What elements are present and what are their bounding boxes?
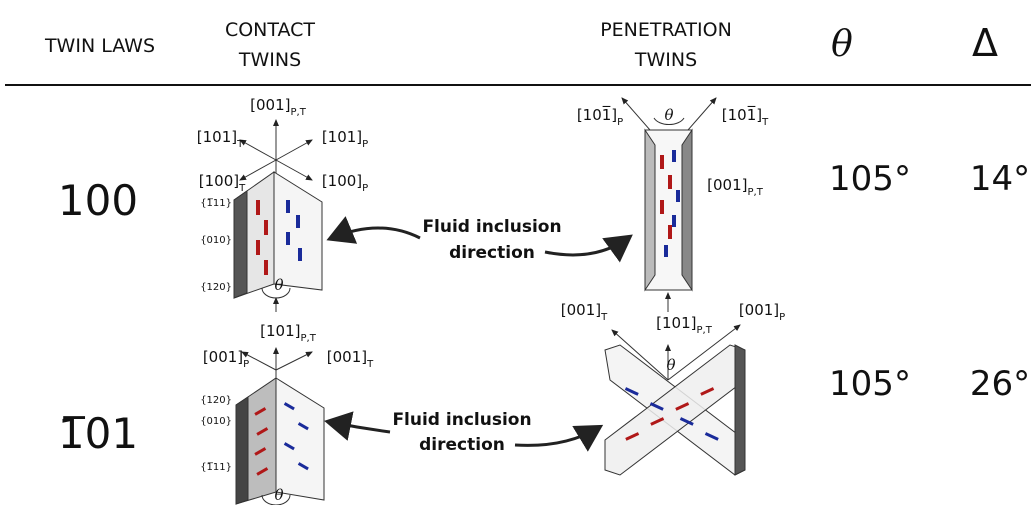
penetration-crystal bbox=[622, 98, 716, 312]
delta-value: 26° bbox=[970, 364, 1030, 404]
axis-label: [001]P bbox=[203, 348, 249, 370]
face-label: {120} bbox=[200, 282, 232, 293]
twin-law: 1̅01 bbox=[58, 409, 138, 458]
axis-label-main: [001] bbox=[250, 96, 290, 114]
axis-label: [001]P,T bbox=[250, 96, 307, 118]
angle-label: θ bbox=[666, 356, 675, 374]
axis-label-main: [001] bbox=[707, 176, 747, 194]
axis-label: [100]T bbox=[199, 172, 246, 194]
axis-label: [101]P bbox=[322, 128, 368, 150]
fluid-label: Fluid inclusion bbox=[422, 217, 561, 237]
axis-label: [001]T bbox=[561, 301, 608, 323]
axis-label-main: [101] bbox=[322, 128, 362, 146]
axis-label-main: [001] bbox=[739, 301, 779, 319]
axis-label: [101]T bbox=[197, 128, 244, 150]
axis-label-main: [001] bbox=[327, 348, 367, 366]
axis-label-main: [001] bbox=[561, 301, 601, 319]
angle-label: θ bbox=[274, 276, 283, 294]
face-label: {1̅11} bbox=[200, 462, 232, 473]
header-penetration: TWINS bbox=[634, 49, 697, 71]
theta-value: 105° bbox=[829, 159, 911, 199]
axis-label-sub: P bbox=[779, 312, 785, 323]
axis-label-main: [100] bbox=[322, 172, 362, 190]
axis-label: [001]P,T bbox=[707, 176, 764, 198]
axis-label-main: [101] bbox=[656, 314, 696, 332]
axis-label: [101]P,T bbox=[656, 314, 713, 336]
face-label: {010} bbox=[200, 416, 232, 427]
axis-label-sub: T bbox=[238, 183, 246, 194]
axis-label-sub: P bbox=[617, 117, 623, 128]
axis-label-sub: P bbox=[362, 183, 368, 194]
axis-label-sub: P,T bbox=[748, 187, 764, 198]
axis-label: [101̅]T bbox=[722, 105, 769, 128]
axis-label-sub: P bbox=[362, 139, 368, 150]
contact-crystal bbox=[236, 348, 324, 505]
twin-law: 100 bbox=[58, 176, 138, 225]
angle-label: θ bbox=[274, 486, 283, 504]
header-contact: TWINS bbox=[238, 49, 301, 71]
axis-label-main: [101̅] bbox=[577, 105, 617, 124]
axis-label: [101̅]P bbox=[577, 105, 623, 128]
fluid-arrow bbox=[332, 228, 420, 238]
axis-label-main: [101] bbox=[197, 128, 237, 146]
axis-label-sub: T bbox=[236, 139, 244, 150]
axis-label-sub: P bbox=[243, 359, 249, 370]
axis-label-sub: T bbox=[600, 312, 608, 323]
fluid-label: direction bbox=[419, 435, 505, 455]
twin-figure: TWIN LAWS CONTACT TWINS PENETRATION TWIN… bbox=[0, 0, 1031, 505]
fluid-label: direction bbox=[449, 243, 535, 263]
axis-label-main: [101̅] bbox=[722, 105, 762, 124]
axis-label-sub: P,T bbox=[697, 325, 713, 336]
axis-label-sub: P,T bbox=[291, 107, 307, 118]
axis-label: [001]T bbox=[327, 348, 374, 370]
axis-label-main: [001] bbox=[203, 348, 243, 366]
fluid-arrow bbox=[515, 428, 598, 445]
header-twin-laws: TWIN LAWS bbox=[44, 35, 155, 57]
face-label: {010} bbox=[200, 235, 232, 246]
header-theta: θ bbox=[831, 24, 853, 65]
face-label: {1̅11} bbox=[200, 198, 232, 209]
theta-value: 105° bbox=[829, 364, 911, 404]
axis-label-sub: T bbox=[366, 359, 374, 370]
axis-label: [101]P,T bbox=[260, 322, 317, 344]
axis-label: [100]P bbox=[322, 172, 368, 194]
axis-label-main: [100] bbox=[199, 172, 239, 190]
axis-label-sub: T bbox=[761, 117, 769, 128]
delta-value: 14° bbox=[970, 159, 1030, 199]
axis-label-main: [101] bbox=[260, 322, 300, 340]
header-penetration: PENETRATION bbox=[600, 19, 732, 41]
face-label: {120} bbox=[200, 395, 232, 406]
header-delta: Δ bbox=[972, 21, 998, 65]
angle-label: θ bbox=[664, 106, 673, 124]
fluid-arrow bbox=[545, 238, 628, 255]
axis-label-sub: P,T bbox=[301, 333, 317, 344]
penetration-crystal bbox=[605, 325, 745, 475]
header-contact: CONTACT bbox=[225, 19, 315, 41]
fluid-label: Fluid inclusion bbox=[392, 410, 531, 430]
fluid-arrow bbox=[330, 422, 390, 432]
axis-label: [001]P bbox=[739, 301, 785, 323]
